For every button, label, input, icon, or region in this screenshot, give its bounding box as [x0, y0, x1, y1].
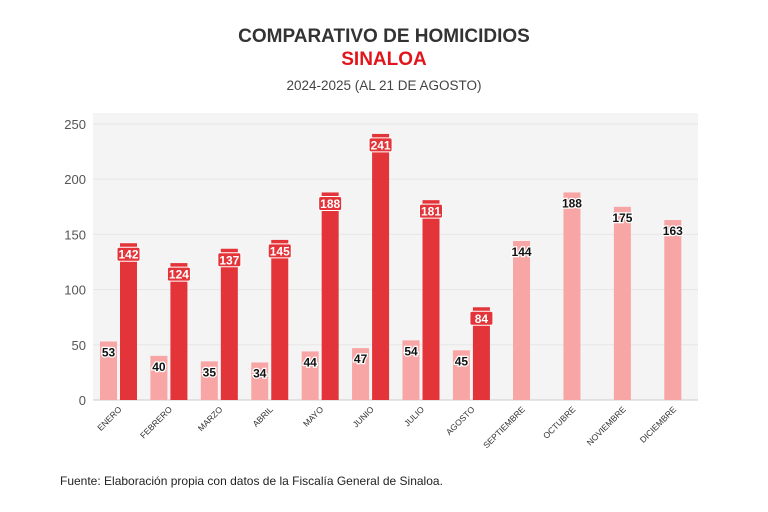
data-label-2024: 175 [612, 211, 632, 225]
x-tick-label: ENERO [95, 404, 124, 433]
x-tick-label: JUNIO [351, 404, 376, 429]
data-label-2025: 84 [475, 312, 489, 326]
y-tick-label: 200 [64, 172, 86, 187]
data-label-2024: 44 [303, 355, 317, 369]
bar-2024 [200, 361, 218, 400]
bar-2024 [613, 206, 631, 400]
data-label-2024: 45 [455, 354, 469, 368]
bar-2024 [452, 350, 470, 400]
x-tick-label: FEBRERO [138, 404, 174, 440]
data-label-2024: 47 [354, 352, 368, 366]
x-tick-label: SEPTIEMBRE [481, 404, 527, 450]
chart-title: COMPARATIVO DE HOMICIDIOS [238, 26, 530, 47]
data-label-box-2025 [116, 246, 141, 262]
data-label-2025: 124 [169, 268, 189, 282]
data-label-box-2025 [469, 310, 494, 326]
data-label-box-2025 [166, 266, 191, 282]
bar-2024 [563, 192, 581, 400]
data-label-2024: 163 [663, 224, 683, 238]
bar-2024 [402, 340, 420, 400]
x-tick-label: DICIEMBRE [638, 404, 679, 445]
bar-2024 [150, 355, 168, 400]
x-tick-label: ABRIL [250, 404, 275, 429]
bar-2025 [472, 307, 490, 400]
source-note: Fuente: Elaboración propia con datos de … [60, 474, 443, 488]
data-label-2025: 181 [421, 205, 441, 219]
data-label-2025: 241 [371, 138, 391, 152]
bar-2025 [271, 239, 289, 400]
y-tick-label: 100 [64, 283, 86, 298]
data-label-box-2025 [217, 252, 242, 268]
y-tick-label: 50 [72, 338, 86, 353]
bar-2024 [352, 348, 370, 400]
y-tick-label: 150 [64, 227, 86, 242]
x-tick-label: MARZO [196, 404, 225, 433]
bar-2025 [170, 263, 188, 400]
x-tick-label: AGOSTO [444, 404, 477, 437]
plot-area [93, 113, 698, 400]
bar-2025 [120, 243, 137, 400]
bar-2025 [321, 192, 339, 400]
bar-2025 [220, 248, 238, 400]
x-tick-label: MAYO [301, 404, 326, 429]
bar-2024 [664, 220, 682, 400]
bar-2025 [422, 200, 440, 400]
data-label-2024: 54 [404, 344, 418, 358]
bar-2024 [251, 362, 269, 400]
x-tick-label: OCTUBRE [541, 404, 578, 441]
data-label-2025: 145 [270, 244, 290, 258]
data-label-2024: 35 [203, 365, 217, 379]
data-label-2024: 34 [253, 366, 267, 380]
data-label-box-2025 [318, 195, 343, 211]
data-label-2024: 144 [512, 245, 532, 259]
data-label-2025: 137 [219, 253, 239, 267]
bar-2025 [372, 133, 390, 400]
data-label-box-2025 [419, 203, 443, 219]
x-tick-label: NOVIEMBRE [585, 404, 628, 447]
data-label-box-2025 [368, 137, 393, 153]
y-tick-label: 250 [64, 117, 86, 132]
data-label-2024: 40 [152, 360, 166, 374]
chart-period: 2024-2025 (AL 21 DE AGOSTO) [286, 78, 482, 93]
data-label-2024: 188 [562, 196, 582, 210]
y-tick-label: 0 [79, 393, 86, 408]
bar-2024 [513, 241, 531, 400]
data-label-2024: 53 [102, 345, 116, 359]
data-label-2025: 142 [118, 248, 138, 262]
bar-2024 [100, 341, 117, 400]
bar-2024 [301, 351, 319, 400]
x-tick-label: JULIO [402, 404, 426, 428]
data-label-box-2025 [267, 243, 292, 259]
chart-subtitle: SINALOA [341, 49, 427, 70]
data-label-2025: 188 [320, 197, 340, 211]
